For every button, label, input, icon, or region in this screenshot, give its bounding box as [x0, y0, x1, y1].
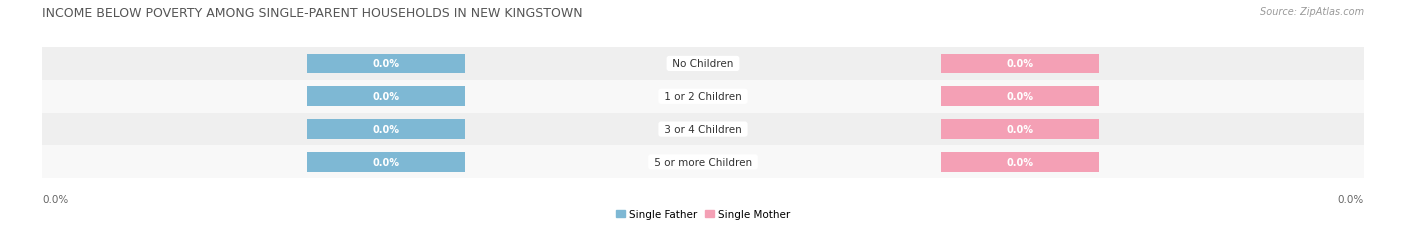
Text: 0.0%: 0.0% [373, 59, 399, 69]
Legend: Single Father, Single Mother: Single Father, Single Mother [612, 205, 794, 224]
Text: INCOME BELOW POVERTY AMONG SINGLE-PARENT HOUSEHOLDS IN NEW KINGSTOWN: INCOME BELOW POVERTY AMONG SINGLE-PARENT… [42, 7, 583, 20]
Text: 3 or 4 Children: 3 or 4 Children [661, 125, 745, 134]
Text: 0.0%: 0.0% [1007, 59, 1033, 69]
Text: 0.0%: 0.0% [1007, 92, 1033, 102]
Text: 0.0%: 0.0% [373, 125, 399, 134]
Text: 0.0%: 0.0% [42, 194, 69, 204]
Bar [0, 48, 1406, 81]
Text: 0.0%: 0.0% [1007, 157, 1033, 167]
Bar [941, 120, 1099, 139]
Bar [941, 54, 1099, 74]
Bar [0, 81, 1406, 113]
Text: 5 or more Children: 5 or more Children [651, 157, 755, 167]
Text: No Children: No Children [669, 59, 737, 69]
Text: Source: ZipAtlas.com: Source: ZipAtlas.com [1260, 7, 1364, 17]
Text: 0.0%: 0.0% [373, 92, 399, 102]
Bar [0, 146, 1406, 179]
Text: 1 or 2 Children: 1 or 2 Children [661, 92, 745, 102]
Text: 0.0%: 0.0% [1007, 125, 1033, 134]
Bar [0, 113, 1406, 146]
Bar [307, 54, 465, 74]
Bar [307, 87, 465, 107]
Text: 0.0%: 0.0% [1337, 194, 1364, 204]
Bar [941, 152, 1099, 172]
Text: 0.0%: 0.0% [373, 157, 399, 167]
Bar [941, 87, 1099, 107]
Bar [307, 152, 465, 172]
Bar [307, 120, 465, 139]
